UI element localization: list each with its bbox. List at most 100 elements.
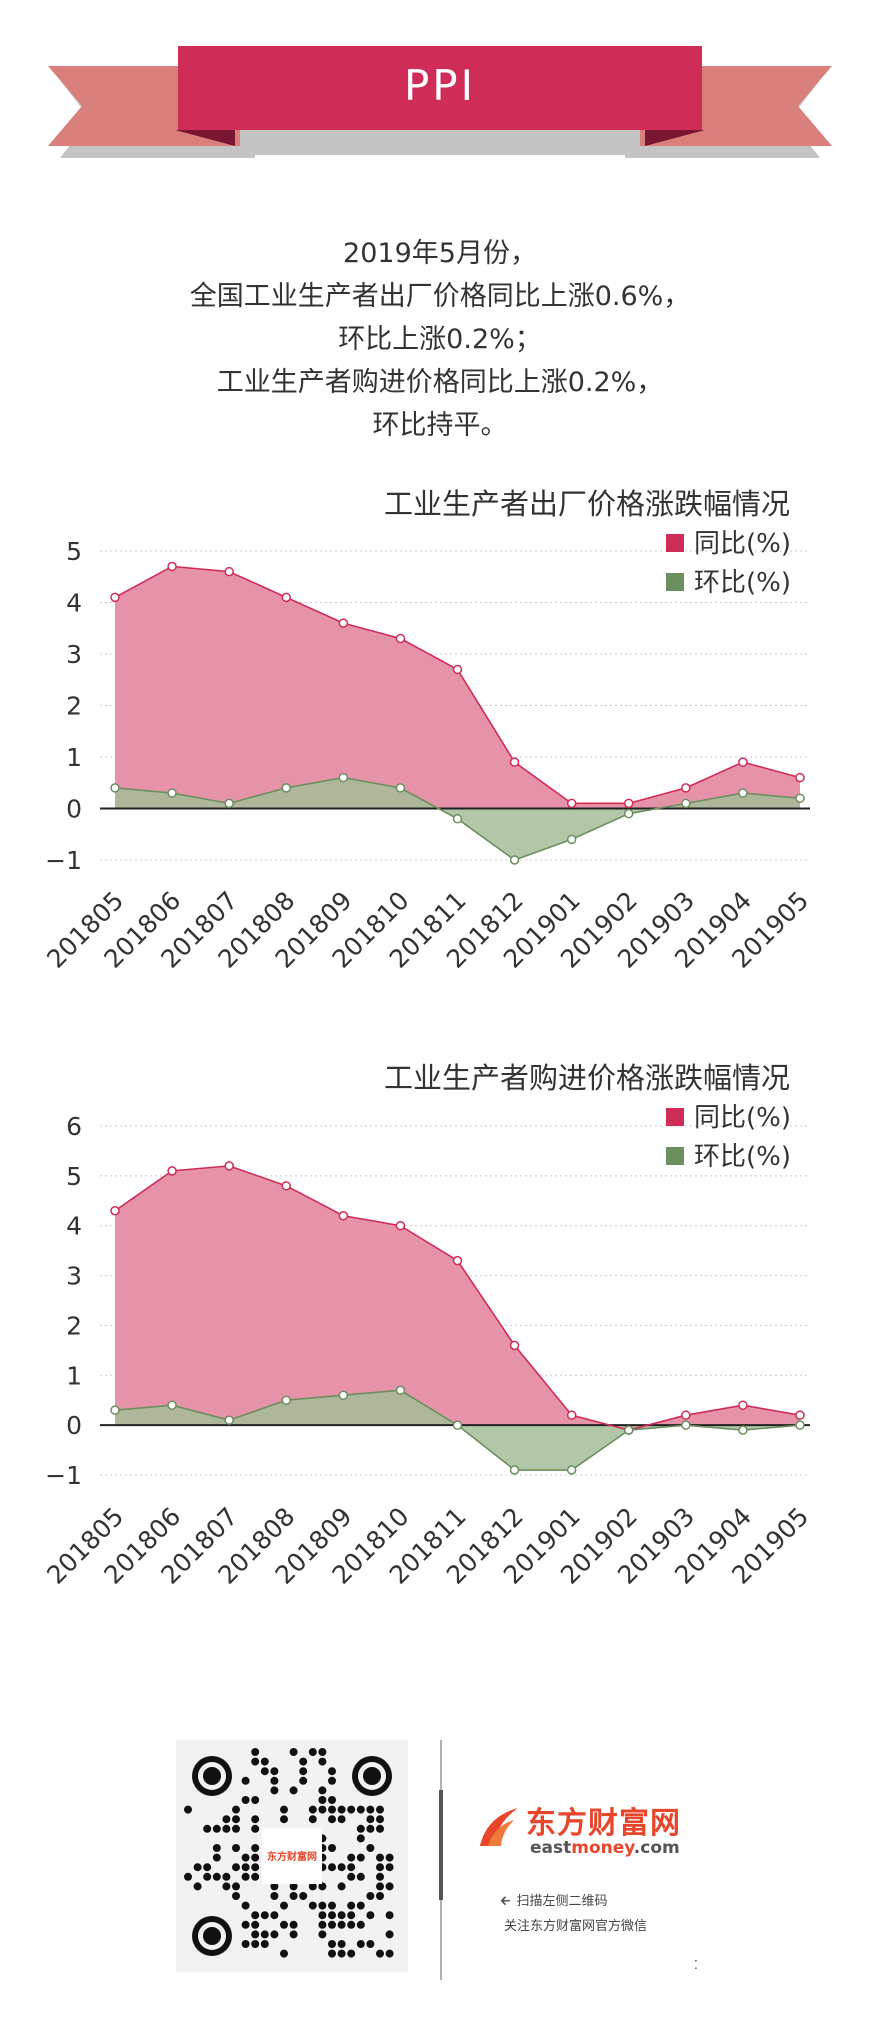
y-tick-label: −1 — [45, 846, 82, 875]
data-point — [509, 757, 520, 767]
chart-factory-price-svg: 工业生产者出厂价格涨跌幅情况−1012345201805201806201807… — [41, 487, 814, 974]
qr-center-logo-text: 东方财富网 — [267, 1850, 317, 1863]
intro-line-4: 工业生产者购进价格同比上涨0.2%， — [216, 367, 664, 398]
y-tick-label: 3 — [66, 640, 82, 669]
legend-label: 环比(%) — [694, 568, 791, 598]
data-point — [338, 772, 349, 783]
legend-label: 同比(%) — [694, 1103, 791, 1133]
data-point — [452, 814, 463, 824]
eastmoney-logo-icon — [480, 1808, 518, 1846]
y-tick-label: −1 — [45, 1461, 82, 1490]
page-title: PPI — [403, 61, 477, 110]
data-point — [624, 798, 634, 809]
y-tick-label: 2 — [66, 1311, 82, 1340]
footer: 东方财富网 东方财富网 eastmoney.com 🡰 扫描左侧二维码 关注东方财… — [0, 1740, 880, 2000]
data-point — [452, 1255, 463, 1266]
data-point — [509, 855, 520, 865]
y-tick-label: 4 — [66, 589, 82, 618]
data-point — [110, 1206, 120, 1216]
data-point — [110, 783, 120, 793]
qr-code-image: 东方财富网 — [184, 1748, 394, 1958]
data-point — [795, 1420, 805, 1430]
logo-chinese: 东方财富网 — [526, 1806, 681, 1841]
data-point — [224, 1415, 234, 1425]
intro-line-1: 2019年5月份， — [343, 238, 537, 269]
intro-line-3: 环比上涨0.2%； — [338, 324, 542, 355]
y-tick-label: 3 — [66, 1262, 82, 1291]
series-area — [115, 1165, 800, 1431]
data-point — [566, 1410, 577, 1420]
data-point — [395, 633, 406, 644]
data-point — [224, 798, 234, 809]
data-point — [338, 1210, 349, 1221]
header-banner: PPI — [0, 0, 880, 180]
data-point — [624, 1425, 634, 1435]
scan-text: 扫描左侧二维码 — [516, 1894, 608, 1909]
data-point — [566, 834, 577, 845]
data-point — [281, 592, 291, 603]
y-tick-label: 5 — [66, 1162, 82, 1191]
chart-title: 工业生产者出厂价格涨跌幅情况 — [384, 487, 790, 521]
data-point — [624, 808, 634, 819]
legend-swatch — [666, 1108, 684, 1126]
data-point — [795, 772, 805, 783]
data-point — [167, 1400, 177, 1410]
data-point — [110, 1405, 120, 1415]
y-tick-label: 2 — [66, 692, 82, 721]
chart-purchase-price: 工业生产者购进价格涨跌幅情况 −1 0 1 2 3 4 5 6 201805 201806 20180… — [0, 1050, 880, 1630]
data-point — [281, 783, 291, 793]
data-point — [167, 788, 177, 798]
data-point — [738, 1400, 748, 1410]
banner-center — [178, 46, 702, 130]
data-point — [110, 592, 120, 603]
y-tick-label: 4 — [66, 1212, 82, 1241]
data-point — [795, 1410, 805, 1420]
scan-instruction: 🡰 扫描左侧二维码 — [500, 1890, 608, 1914]
data-point — [681, 1410, 691, 1420]
legend-swatch — [666, 534, 684, 552]
arrow-left-icon: 🡰 — [500, 1894, 511, 1909]
data-point — [281, 1181, 291, 1191]
data-point — [681, 798, 691, 809]
footer-divider-accent — [439, 1790, 443, 1900]
data-point — [452, 1420, 463, 1430]
chart-purchase-price-svg: 工业生产者购进价格涨跌幅情况−1012345620180520180620180… — [41, 1061, 814, 1590]
data-point — [566, 798, 577, 809]
follow-text: 关注东方财富网官方微信 — [504, 1919, 648, 1934]
y-tick-label: 0 — [66, 1411, 82, 1440]
logo-en-part-1: east — [530, 1838, 572, 1858]
data-point — [738, 1425, 748, 1435]
y-tick-label: 6 — [66, 1112, 82, 1141]
logo-en-part-3: .com — [633, 1838, 680, 1858]
data-point — [395, 1385, 406, 1395]
y-tick-label: 5 — [66, 537, 82, 566]
intro-text: 2019年5月份， 全国工业生产者出厂价格同比上涨0.6%， 环比上涨0.2%；… — [80, 232, 800, 447]
data-point — [224, 1161, 234, 1171]
data-point — [681, 1420, 691, 1430]
data-point — [224, 566, 234, 577]
data-point — [795, 793, 805, 803]
y-tick-label: 1 — [66, 743, 82, 772]
data-point — [281, 1395, 291, 1405]
qr-center-logo — [262, 1828, 322, 1884]
data-point — [395, 1220, 406, 1231]
series-area — [115, 566, 800, 809]
data-point — [338, 618, 349, 628]
corner-mark: ⁚ — [694, 1958, 698, 1972]
qr-code[interactable]: 东方财富网 — [176, 1740, 408, 1972]
data-point — [738, 788, 748, 798]
data-point — [509, 1340, 520, 1351]
data-point — [738, 757, 748, 767]
data-point — [167, 1166, 177, 1176]
ribbon-graphic — [48, 46, 832, 158]
y-tick-label: 1 — [66, 1361, 82, 1390]
legend-label: 同比(%) — [694, 529, 791, 559]
data-point — [395, 783, 406, 793]
logo-english: eastmoney.com — [530, 1838, 680, 1858]
y-tick-label: 0 — [66, 795, 82, 824]
intro-line-5: 环比持平。 — [372, 410, 508, 441]
chart-title: 工业生产者购进价格涨跌幅情况 — [384, 1061, 790, 1095]
legend-label: 环比(%) — [694, 1142, 791, 1172]
data-point — [452, 664, 463, 675]
data-point — [566, 1465, 577, 1475]
